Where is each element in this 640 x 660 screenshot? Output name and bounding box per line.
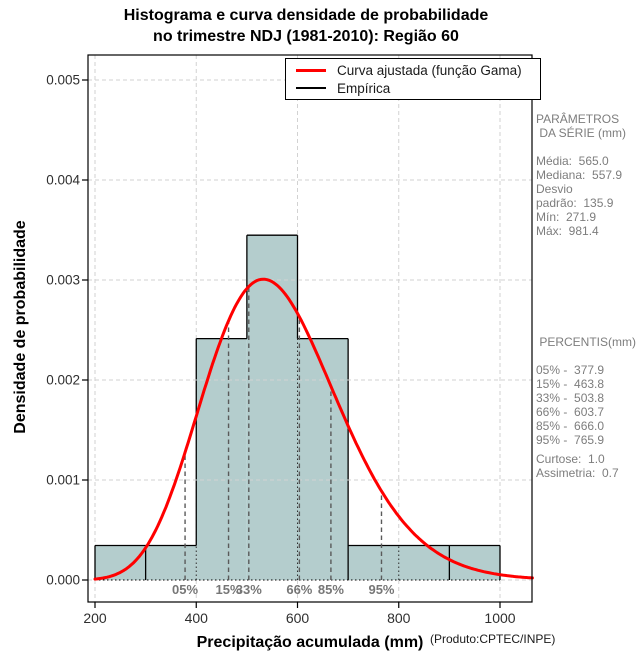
percentile-label-15: 15% bbox=[216, 582, 242, 597]
y-tick-label: 0.004 bbox=[46, 173, 80, 188]
param-line: DA SÉRIE (mm) bbox=[536, 126, 627, 140]
y-tick-label: 0.001 bbox=[46, 473, 80, 488]
gamma-density-curve bbox=[93, 277, 534, 581]
percentile-label-05: 05% bbox=[172, 582, 198, 597]
x-tick-label: 200 bbox=[83, 610, 107, 626]
x-tick-label: 1000 bbox=[484, 610, 515, 626]
y-tick-label: 0.002 bbox=[46, 373, 80, 388]
legend-label-gamma: Curva ajustada (função Gama) bbox=[337, 62, 522, 78]
y-axis-title: Densidade de probabilidade bbox=[12, 220, 29, 434]
legend: Curva ajustada (função Gama) Empírica bbox=[285, 58, 541, 100]
percentile-line: 15% - 463.8 bbox=[536, 377, 605, 391]
percentile-line: 33% - 503.8 bbox=[536, 391, 605, 405]
shape-stat-line: Assimetria: 0.7 bbox=[536, 466, 619, 480]
param-line: Média: 565.0 bbox=[536, 154, 609, 168]
y-tick-label: 0.003 bbox=[46, 273, 80, 288]
histogram-bar bbox=[297, 338, 349, 580]
legend-label-empirica: Empírica bbox=[337, 80, 391, 96]
shape-stat-line: Curtose: 1.0 bbox=[536, 452, 605, 466]
param-line: Desvio bbox=[536, 182, 573, 196]
legend-red-line-sample bbox=[296, 68, 326, 72]
y-tick-label: 0.005 bbox=[46, 73, 80, 88]
percentile-line: 66% - 603.7 bbox=[536, 405, 605, 419]
plot-border bbox=[87, 54, 533, 603]
param-line: PARÂMETROS bbox=[536, 112, 620, 126]
y-tick-label: 0.000 bbox=[46, 573, 80, 588]
percentile-label-33: 33% bbox=[236, 582, 262, 597]
param-line bbox=[536, 140, 640, 154]
x-tick-label: 400 bbox=[185, 610, 209, 626]
histogram-bar bbox=[95, 545, 146, 580]
x-tick-label: 600 bbox=[286, 610, 310, 626]
param-line: Máx: 981.4 bbox=[536, 224, 599, 238]
legend-row-empirica: Empírica bbox=[296, 81, 540, 96]
percentile-line: 95% - 765.9 bbox=[536, 433, 605, 447]
param-line: padrão: 135.9 bbox=[536, 196, 614, 210]
param-line: Mín: 271.9 bbox=[536, 210, 597, 224]
percentile-line: 85% - 666.0 bbox=[536, 419, 605, 433]
histogram-bar bbox=[145, 545, 197, 580]
shape-stats-panel: Curtose: 1.0 Assimetria: 0.7 bbox=[536, 452, 640, 480]
histogram-bar bbox=[246, 235, 298, 580]
percentile-line: 05% - 377.9 bbox=[536, 363, 605, 377]
param-line: Mediana: 557.9 bbox=[536, 168, 623, 182]
percentile-label-95: 95% bbox=[368, 582, 394, 597]
chart-title-line1: Histograma e curva densidade de probabil… bbox=[123, 7, 489, 24]
legend-black-line-sample bbox=[296, 87, 326, 89]
histogram-bar bbox=[196, 338, 247, 580]
percentile-line bbox=[536, 349, 640, 363]
chart-title-line2: no trimestre NDJ (1981-2010): Região 60 bbox=[153, 28, 459, 45]
percentile-line: PERCENTIS(mm) bbox=[536, 335, 636, 349]
legend-row-gamma: Curva ajustada (função Gama) bbox=[296, 63, 540, 78]
percentile-label-66: 66% bbox=[286, 582, 312, 597]
x-axis-title: Precipitação acumulada (mm) bbox=[196, 634, 424, 651]
chart-title: Histograma e curva densidade de probabil… bbox=[124, 5, 489, 47]
x-axis-product-note: (Produto:CPTEC/INPE) bbox=[430, 632, 556, 646]
percentiles-panel: PERCENTIS(mm) 05% - 377.9 15% - 463.8 33% … bbox=[536, 335, 640, 447]
x-tick-label: 800 bbox=[387, 610, 411, 626]
percentile-label-85: 85% bbox=[318, 582, 344, 597]
series-parameters-panel: PARÂMETROS DA SÉRIE (mm) Média: 565.0 Med… bbox=[536, 112, 640, 238]
